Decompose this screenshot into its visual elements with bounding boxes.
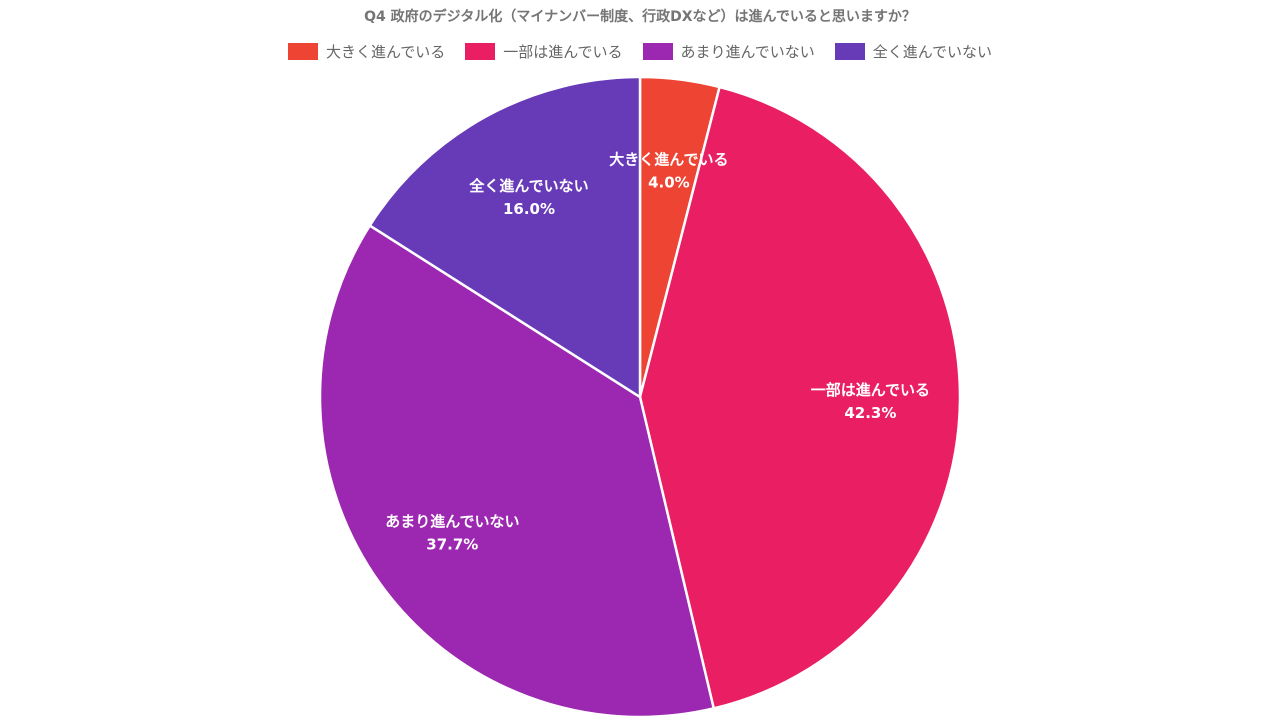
slice-value-partly-progressing: 42.3%: [844, 404, 896, 422]
legend-label: 全く進んでいない: [872, 43, 993, 61]
legend-swatch: [465, 43, 496, 60]
chart-title: Q4 政府のデジタル化（マイナンバー制度、行政DXなど）は進んでいると思いますか…: [364, 9, 916, 25]
pie-slice-partly-progressing[interactable]: [638, 85, 962, 710]
slice-label-not-progressing-at-all: 全く進んでいない: [468, 177, 588, 195]
slice-label-greatly-progressing: 大きく進んでいる: [609, 150, 728, 168]
legend-item-partly-progressing[interactable]: 一部は進んでいる: [465, 41, 623, 62]
legend-label: あまり進んでいない: [680, 43, 815, 61]
slice-label-not-much-progressing: あまり進んでいない: [385, 513, 519, 531]
legend-swatch: [287, 43, 318, 60]
slice-label-partly-progressing: 一部は進んでいる: [811, 381, 930, 399]
pie-labels: 大きく進んでいる 4.0% 一部は進んでいる 42.3% あまり進んでいない 37.7% 全…: [385, 150, 930, 553]
legend-item-not-much-progressing[interactable]: あまり進んでいない: [642, 41, 815, 62]
pie-slices: [318, 75, 962, 719]
slice-value-not-much-progressing: 37.7%: [426, 536, 478, 554]
legend-item-not-progressing-at-all[interactable]: 全く進んでいない: [834, 41, 993, 62]
legend-swatch: [642, 43, 673, 60]
legend-swatch: [834, 43, 865, 60]
legend-item-greatly-progressing[interactable]: 大きく進んでいる: [287, 41, 446, 62]
slice-value-greatly-progressing: 4.0%: [648, 173, 690, 191]
pie-slice-not-much-progressing[interactable]: [318, 224, 715, 719]
slice-value-not-progressing-at-all: 16.0%: [503, 200, 555, 218]
legend-label: 一部は進んでいる: [503, 43, 623, 61]
chart-legend: 大きく進んでいる 一部は進んでいる あまり進んでいない 全く進んでいない: [0, 41, 1280, 62]
legend-label: 大きく進んでいる: [325, 43, 446, 61]
pie-slice-not-progressing-at-all[interactable]: [368, 75, 642, 399]
